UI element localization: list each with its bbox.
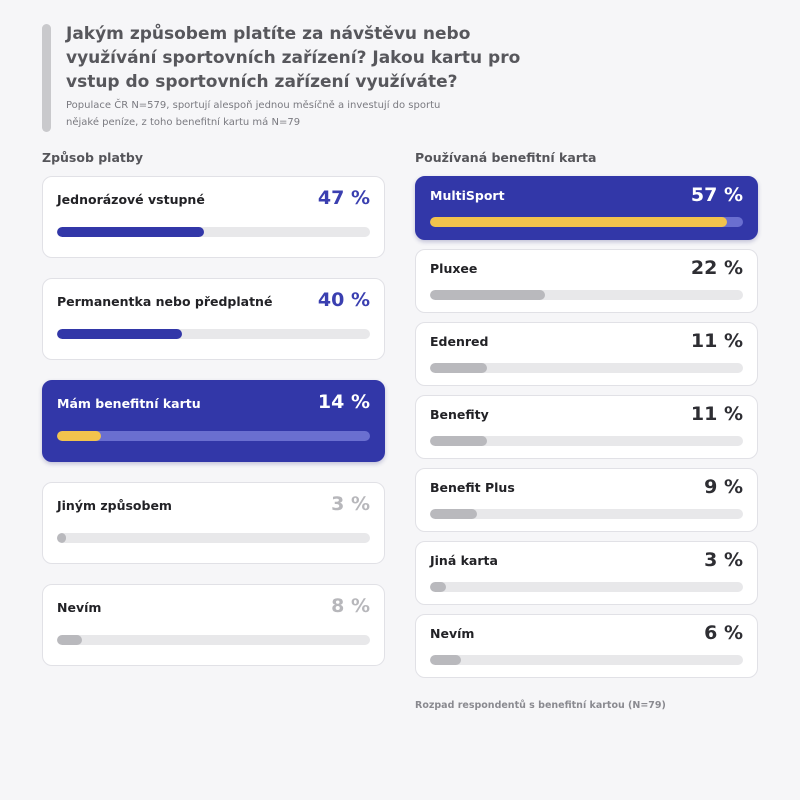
bar-fill (57, 533, 67, 543)
bar-card-benefity: Benefity 11 % (415, 395, 758, 459)
bar-label: Benefity (430, 407, 489, 422)
bar-value-label: 3 % (331, 493, 370, 515)
bar-label: Pluxee (430, 261, 478, 276)
bar-card-jinym-zpusobem: Jiným způsobem 3 % (42, 482, 385, 564)
bar-track (430, 655, 743, 665)
bar-card-nevim: Nevím 6 % (415, 614, 758, 678)
bar-card-multisport: MultiSport 57 % (415, 176, 758, 240)
bar-track (430, 509, 743, 519)
bar-value-label: 11 % (690, 403, 743, 425)
bar-card-jednorazove-vstupne: Jednorázové vstupné 47 % (42, 176, 385, 258)
bar-track (57, 533, 370, 543)
bar-value-label: 40 % (317, 289, 370, 311)
bar-fill (57, 431, 101, 441)
bar-track (430, 582, 743, 592)
bar-track (57, 227, 370, 237)
chart-footnote: Rozpad respondentů s benefitní kartou (N… (415, 700, 666, 711)
bar-card-benefit-plus: Benefit Plus 9 % (415, 468, 758, 532)
page-subtitle: Populace ČR N=579, sportují alespoň jedn… (66, 100, 441, 128)
bar-label: Jednorázové vstupné (57, 192, 205, 207)
benefit-card-heading: Používaná benefitní karta (415, 150, 597, 165)
bar-track (430, 436, 743, 446)
bar-value-label: 9 % (704, 476, 743, 498)
bar-fill (430, 509, 477, 519)
bar-card-jina-karta: Jiná karta 3 % (415, 541, 758, 605)
bar-fill (430, 436, 488, 446)
bar-label: Jiná karta (430, 553, 498, 568)
bar-label: Edenred (430, 334, 489, 349)
bar-track (430, 290, 743, 300)
bar-card-nevim: Nevím 8 % (42, 584, 385, 666)
bar-value-label: 11 % (690, 330, 743, 352)
bar-value-label: 47 % (317, 187, 370, 209)
bar-value-label: 57 % (690, 184, 743, 206)
bar-label: Permanentka nebo předplatné (57, 294, 273, 309)
bar-fill (430, 217, 728, 227)
bar-track (57, 635, 370, 645)
bar-label: MultiSport (430, 188, 505, 203)
bar-track (430, 363, 743, 373)
bar-value-label: 8 % (331, 595, 370, 617)
bar-label: Benefit Plus (430, 480, 515, 495)
bar-label: Mám benefitní kartu (57, 396, 201, 411)
title-accent-bar (42, 24, 51, 132)
bar-fill (430, 582, 446, 592)
bar-value-label: 14 % (317, 391, 370, 413)
bar-fill (430, 290, 545, 300)
page-title: Jakým způsobem platíte za návštěvu nebo … (66, 24, 521, 92)
bar-value-label: 22 % (690, 257, 743, 279)
bar-fill (57, 329, 183, 339)
bar-label: Jiným způsobem (57, 498, 172, 513)
bar-track (57, 431, 370, 441)
bar-card-pluxee: Pluxee 22 % (415, 249, 758, 313)
bar-fill (57, 635, 83, 645)
bar-label: Nevím (430, 626, 475, 641)
bar-fill (430, 363, 488, 373)
bar-value-label: 3 % (704, 549, 743, 571)
bar-track (57, 329, 370, 339)
payment-method-heading: Způsob platby (42, 150, 143, 165)
bar-card-edenred: Edenred 11 % (415, 322, 758, 386)
bar-fill (57, 227, 205, 237)
bar-track (430, 217, 743, 227)
bar-card-permanentka-nebo-predplatne: Permanentka nebo předplatné 40 % (42, 278, 385, 360)
bar-label: Nevím (57, 600, 102, 615)
bar-card-mam-benefitni-kartu: Mám benefitní kartu 14 % (42, 380, 385, 462)
bar-value-label: 6 % (704, 622, 743, 644)
bar-fill (430, 655, 462, 665)
